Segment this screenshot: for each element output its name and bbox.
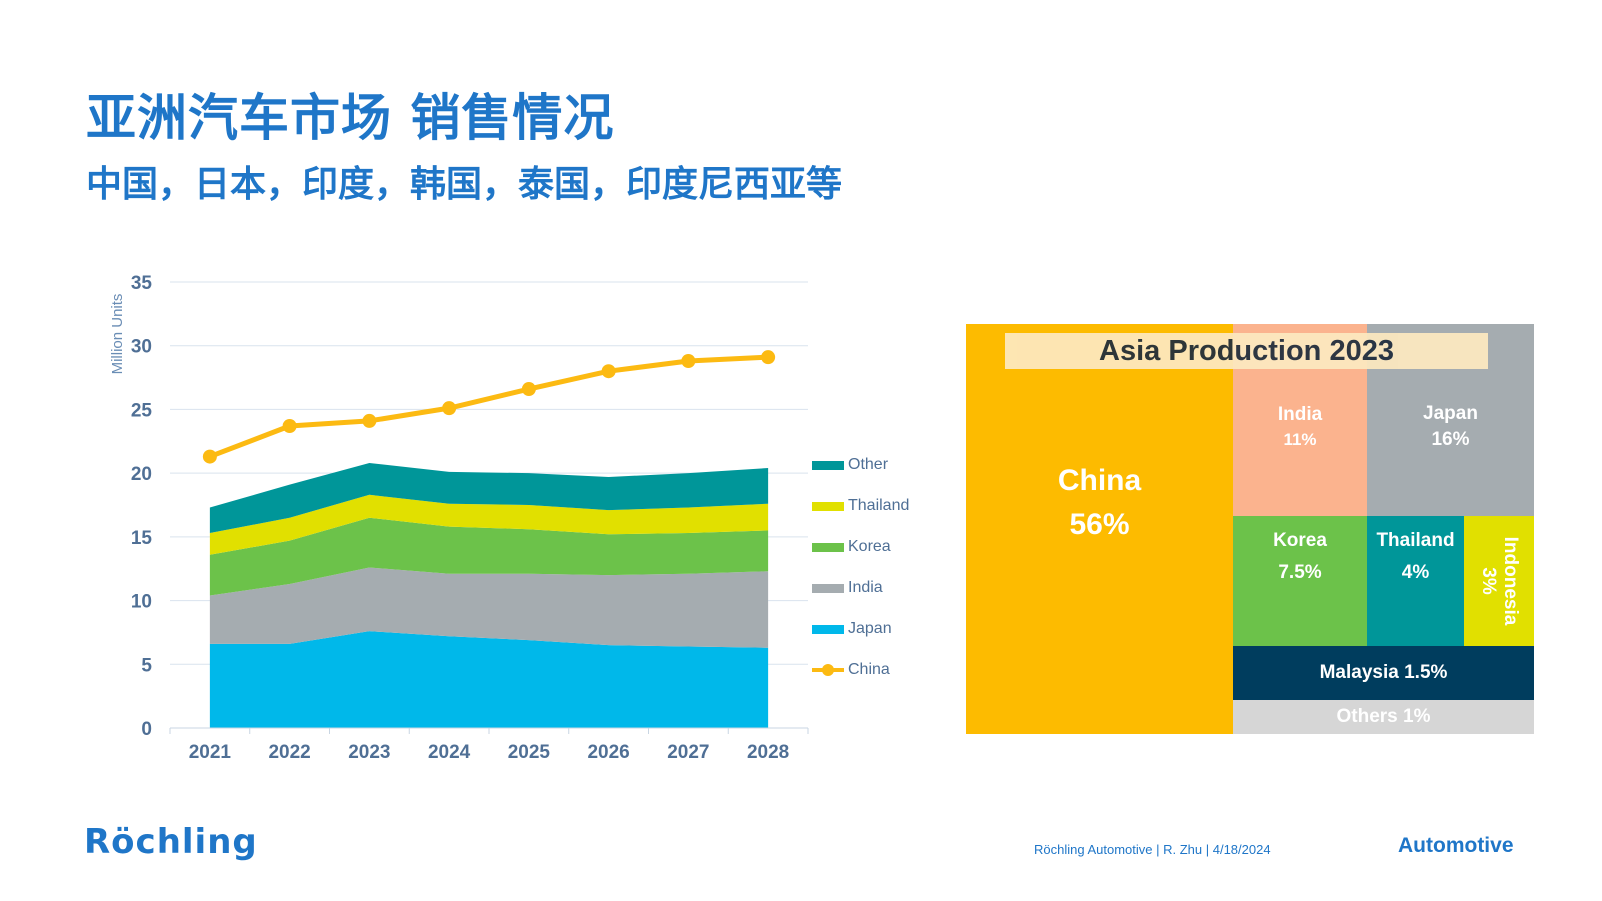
legend-item-japan: Japan: [812, 619, 892, 639]
legend-label: India: [848, 579, 883, 596]
area-thailand: [209, 494, 769, 555]
treemap-label: China: [1057, 464, 1142, 497]
treemap-share: 11%: [1283, 430, 1317, 449]
area-india: [209, 567, 769, 648]
legend-swatch: [812, 542, 844, 552]
legend-label: Thailand: [848, 497, 910, 514]
legend-item-china: China: [812, 660, 890, 680]
legend-label: Japan: [848, 620, 892, 637]
area-japan: [209, 631, 769, 728]
x-tick-label: 2021: [189, 742, 232, 763]
treemap-title: Asia Production 2023: [1005, 333, 1488, 369]
treemap-label: Japan: [1423, 403, 1478, 424]
treemap-label: Indonesia: [1500, 536, 1521, 626]
y-tick-label: 30: [131, 337, 152, 358]
legend-item-other: Other: [812, 455, 888, 475]
point-china: [442, 401, 457, 416]
legend-item-thailand: Thailand: [812, 496, 909, 516]
treemap-label: Korea: [1273, 530, 1327, 551]
treemap-share: 56%: [1069, 508, 1130, 541]
treemap-share: 3%: [1478, 567, 1499, 595]
legend-swatch: [812, 460, 844, 470]
line-china: [208, 354, 769, 459]
area-other: [209, 462, 769, 534]
point-china: [202, 449, 217, 464]
y-tick-label: 25: [131, 400, 153, 421]
y-axis-label: Million Units: [109, 294, 126, 375]
y-tick-label: 15: [131, 528, 153, 549]
treemap-cell-indonesia: Indonesia 3%: [1464, 516, 1534, 646]
legend-swatch: [812, 501, 844, 511]
treemap: China 56% India 11% Japan 16% Korea 7.5%…: [966, 324, 1534, 734]
point-china: [521, 382, 536, 397]
x-tick-label: 2023: [348, 742, 390, 763]
treemap-label: Thailand: [1376, 530, 1455, 551]
slide-subtitle: 中国，日本，印度，韩国，泰国，印度尼西亚等: [86, 164, 843, 205]
legend-swatch: [812, 624, 844, 634]
y-tick-label: 35: [131, 273, 153, 294]
x-tick-label: 2022: [268, 742, 310, 763]
point-china: [362, 413, 377, 428]
slide-title: 亚洲汽车市场 销售情况: [86, 89, 615, 147]
footer-info: Röchling Automotive | R. Zhu | 4/18/2024: [1034, 842, 1271, 857]
legend-label: Other: [848, 456, 889, 473]
point-china: [282, 418, 297, 433]
treemap-cell-china: China 56%: [966, 324, 1233, 734]
point-china: [601, 364, 616, 379]
point-china: [681, 354, 696, 369]
point-china: [761, 350, 776, 365]
x-tick-label: 2028: [747, 742, 789, 763]
x-tick-label: 2027: [667, 742, 709, 763]
legend-label: Korea: [848, 538, 891, 555]
y-tick-label: 20: [131, 464, 152, 485]
company-logo: Röchling: [84, 822, 258, 862]
x-tick-label: 2024: [428, 742, 471, 763]
treemap-share: 7.5%: [1278, 562, 1322, 583]
treemap-share: 4%: [1401, 562, 1430, 583]
chart-areas: [209, 462, 769, 728]
treemap-share: 16%: [1431, 429, 1470, 450]
footer-brand: Automotive: [1398, 834, 1514, 857]
x-tick-label: 2026: [587, 742, 629, 763]
y-tick-label: 5: [141, 655, 152, 676]
treemap-cell-korea: Korea 7.5%: [1233, 516, 1367, 646]
legend-item-korea: Korea: [812, 537, 891, 557]
y-tick-label: 0: [141, 719, 152, 740]
treemap-cell-malaysia: Malaysia 1.5%: [1233, 646, 1534, 700]
legend-swatch: [812, 663, 844, 677]
area-korea: [209, 517, 769, 596]
legend-swatch: [812, 583, 844, 593]
treemap-cell-others: Others 1%: [1233, 700, 1534, 734]
legend-item-india: India: [812, 578, 883, 598]
chart-line-series: [202, 350, 776, 464]
treemap-label: India: [1277, 404, 1323, 425]
legend-label: China: [848, 661, 890, 678]
treemap-cell-thailand: Thailand 4%: [1367, 516, 1464, 646]
x-tick-label: 2025: [508, 742, 551, 763]
treemap-label: Malaysia 1.5%: [1319, 662, 1448, 683]
y-tick-label: 10: [131, 592, 152, 613]
treemap-label: Others 1%: [1336, 706, 1431, 727]
